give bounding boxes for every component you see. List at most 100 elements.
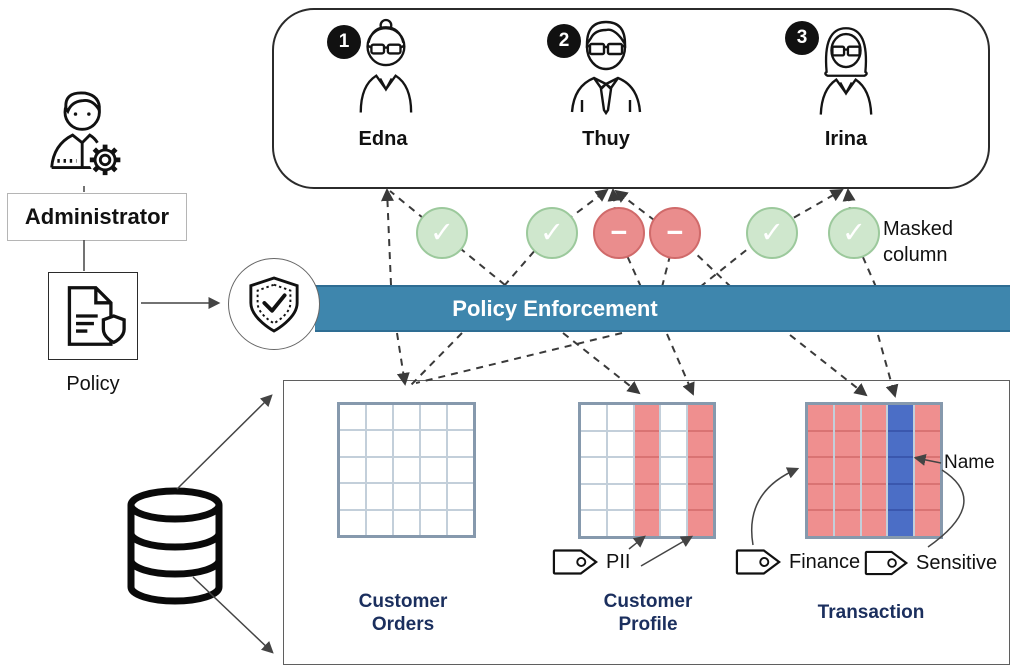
table-label-customer-profile: Customer Profile [603, 591, 693, 635]
table-transaction [805, 402, 943, 539]
table-cell [861, 431, 887, 457]
table-cell [448, 510, 473, 536]
table-column-finance [915, 405, 940, 536]
table-cell [634, 511, 660, 536]
table-cell [688, 458, 713, 483]
user-badge-2: 2 [547, 24, 581, 58]
table-column-plain [421, 405, 446, 536]
table-cell [581, 511, 606, 536]
table-column-sensitive [888, 405, 914, 536]
tag-sensitive: Sensitive [864, 548, 997, 578]
table-cell [421, 457, 446, 483]
table-cell [448, 457, 473, 483]
table-cell [688, 405, 713, 430]
database-icon [127, 487, 223, 605]
administrator-label: Administrator [7, 193, 187, 241]
table-cell [888, 511, 914, 536]
table-cell [607, 511, 633, 536]
table-cell [661, 484, 687, 510]
table-cell [340, 405, 365, 430]
table-cell [661, 458, 687, 483]
table-column-plain [367, 405, 392, 536]
access-denied-icon: − [593, 207, 645, 259]
table-column-plain [448, 405, 473, 536]
table-cell [808, 511, 833, 536]
policy-document-icon [67, 286, 126, 346]
masked-column-note: Masked column [883, 218, 954, 266]
table-cell [421, 405, 446, 430]
tag-pii: PII [552, 547, 630, 577]
tag-icon [864, 550, 909, 576]
table-cell [367, 510, 392, 536]
table-cell [394, 484, 419, 509]
table-cell [634, 484, 660, 510]
policy-label: Policy [66, 373, 120, 395]
table-column-pii [688, 405, 713, 536]
name-column-note: Name [944, 452, 995, 473]
table-cell [808, 431, 833, 457]
table-cell [448, 405, 473, 430]
table-cell [834, 405, 860, 430]
table-cell [421, 484, 446, 509]
table-cell [808, 458, 833, 483]
table-cell [394, 510, 419, 536]
table-cell [808, 484, 833, 510]
table-column-plain [581, 405, 606, 536]
table-cell [834, 484, 860, 510]
user-name-irina: Irina [824, 128, 868, 150]
user-avatar-irina-icon [819, 27, 873, 115]
table-column-pii [634, 405, 660, 536]
access-allowed-icon: ✓ [416, 207, 468, 259]
table-column-plain [394, 405, 419, 536]
access-denied-icon: − [649, 207, 701, 259]
table-column-finance [861, 405, 887, 536]
table-column-plain [340, 405, 365, 536]
policy-enforcement-bar: Policy Enforcement [315, 285, 1010, 332]
table-cell [340, 484, 365, 509]
table-customer-orders [337, 402, 476, 538]
table-cell [915, 511, 940, 536]
table-cell [394, 431, 419, 456]
table-cell [915, 405, 940, 430]
table-cell [861, 484, 887, 510]
table-cell [915, 484, 940, 510]
table-cell [607, 484, 633, 510]
tag-sensitive-label: Sensitive [916, 551, 998, 574]
table-cell [340, 510, 365, 536]
table-customer-profile [578, 402, 716, 539]
table-cell [340, 431, 365, 456]
table-cell [888, 405, 914, 430]
table-cell [394, 457, 419, 483]
table-column-finance [808, 405, 833, 536]
table-cell [607, 458, 633, 483]
table-cell [634, 431, 660, 457]
table-label-transaction: Transaction [817, 602, 925, 623]
table-cell [421, 431, 446, 456]
table-cell [915, 458, 940, 483]
table-cell [661, 405, 687, 430]
table-cell [607, 405, 633, 430]
table-cell [861, 405, 887, 430]
table-cell [834, 431, 860, 457]
user-name-edna: Edna [358, 128, 408, 150]
table-cell [808, 405, 833, 430]
table-cell [607, 431, 633, 457]
access-allowed-icon: ✓ [526, 207, 578, 259]
access-allowed-icon: ✓ [746, 207, 798, 259]
table-cell [367, 431, 392, 456]
administrator-icon [50, 91, 122, 177]
table-cell [688, 431, 713, 457]
table-cell [367, 405, 392, 430]
table-cell [661, 431, 687, 457]
policy-enforcement-point [228, 258, 320, 350]
user-name-thuy: Thuy [582, 128, 630, 150]
tag-pii-label: PII [606, 550, 631, 573]
table-cell [888, 458, 914, 483]
user-badge-1: 1 [327, 25, 361, 59]
table-cell [367, 484, 392, 509]
access-allowed-icon: ✓ [828, 207, 880, 259]
shield-check-icon [249, 276, 299, 333]
table-cell [634, 458, 660, 483]
policy-enforcement-bar-label: Policy Enforcement [452, 295, 658, 321]
